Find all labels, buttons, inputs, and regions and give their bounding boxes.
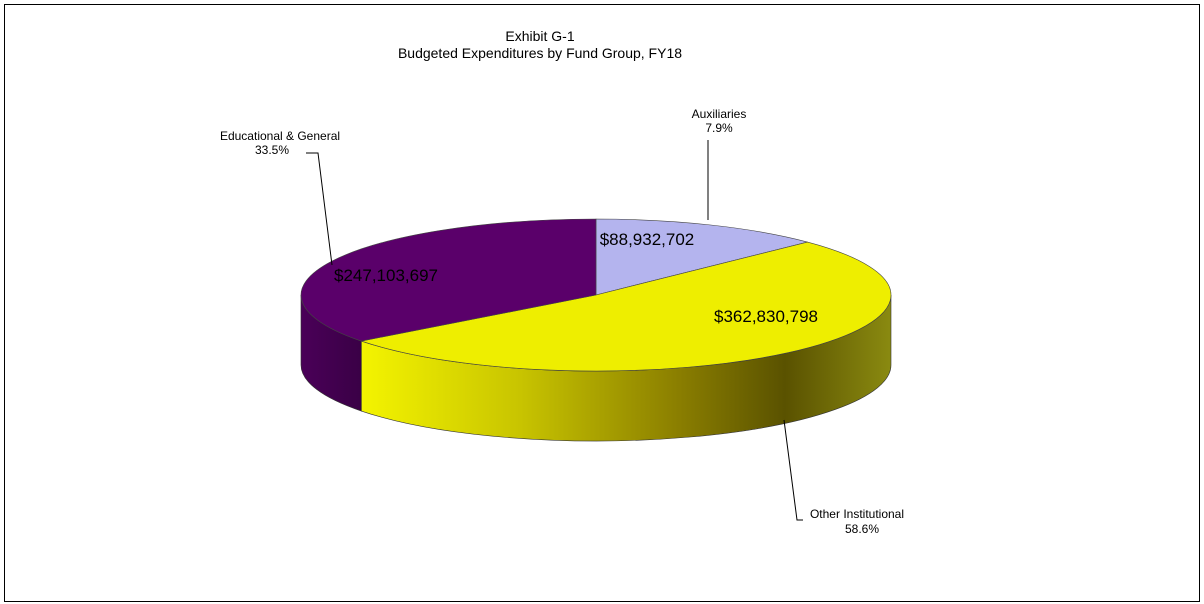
- pie-top-faces: [300, 218, 892, 372]
- leader-line-educational-general: [306, 152, 333, 266]
- leader-line-other-institutional: [783, 419, 803, 521]
- value-label-educational-general: $247,103,697: [334, 266, 438, 285]
- value-label-auxiliaries: $88,932,702: [600, 230, 695, 249]
- label-auxiliaries-percent: 7.9%: [705, 121, 733, 135]
- label-educational-general-name: Educational & General: [220, 129, 340, 143]
- chart-subtitle: Budgeted Expenditures by Fund Group, FY1…: [398, 45, 682, 61]
- label-other-institutional-name: Other Institutional: [810, 507, 904, 521]
- chart-title: Exhibit G-1: [505, 28, 574, 44]
- label-other-institutional-percent: 58.6%: [845, 522, 879, 536]
- slice-other-institutional: [360, 241, 892, 372]
- slice-auxiliaries: [595, 218, 808, 296]
- value-label-other-institutional: $362,830,798: [714, 307, 818, 326]
- label-educational-general-percent: 33.5%: [255, 143, 289, 157]
- label-auxiliaries-name: Auxiliaries: [692, 107, 747, 121]
